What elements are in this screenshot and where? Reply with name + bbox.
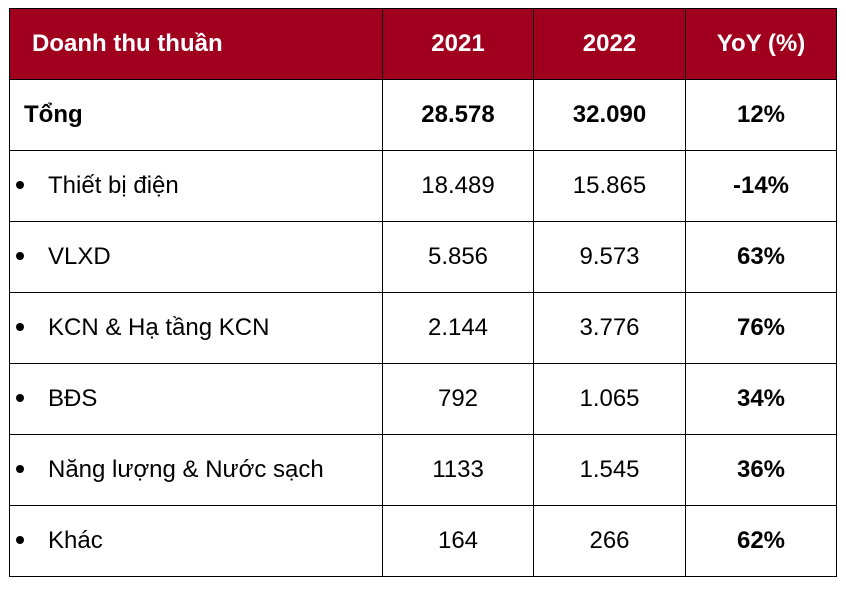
header-yoy: YoY (%) [685,8,837,80]
row-2021: 18.489 [382,150,534,222]
bullet-icon [16,322,24,331]
row-2021: 164 [382,505,534,577]
bullet-icon [16,251,24,260]
row-2021: 2.144 [382,292,534,364]
table-row: BĐS 792 1.065 34% [9,363,837,435]
bullet-icon [16,464,24,473]
row-label: Năng lượng & Nước sạch [48,456,324,483]
total-yoy: 12% [685,79,837,151]
row-label: VLXD [48,243,111,270]
bullet-icon [16,393,24,402]
row-label: KCN & Hạ tầng KCN [48,314,270,341]
header-label: Doanh thu thuần [9,8,383,80]
row-label: Khác [48,527,103,554]
table-row: KCN & Hạ tầng KCN 2.144 3.776 76% [9,292,837,364]
table-row: VLXD 5.856 9.573 63% [9,221,837,293]
row-2022: 1.545 [533,434,686,506]
row-yoy: 34% [685,363,837,435]
total-2022: 32.090 [533,79,686,151]
table-row: Thiết bị điện 18.489 15.865 -14% [9,150,837,222]
row-2022: 266 [533,505,686,577]
total-label: Tổng [9,79,383,151]
header-2021: 2021 [382,8,534,80]
row-yoy: 62% [685,505,837,577]
header-row: Doanh thu thuần 2021 2022 YoY (%) [9,8,837,80]
bullet-icon [16,535,24,544]
total-row: Tổng 28.578 32.090 12% [9,79,837,151]
row-yoy: 36% [685,434,837,506]
table-row: Khác 164 266 62% [9,505,837,577]
bullet-icon [16,180,24,189]
total-2021: 28.578 [382,79,534,151]
row-yoy: 63% [685,221,837,293]
row-2021: 5.856 [382,221,534,293]
row-2022: 1.065 [533,363,686,435]
row-label: BĐS [48,385,98,412]
header-2022: 2022 [533,8,686,80]
table-row: Năng lượng & Nước sạch 1133 1.545 36% [9,434,837,506]
row-label: Thiết bị điện [48,172,179,199]
row-2022: 15.865 [533,150,686,222]
revenue-table: Doanh thu thuần 2021 2022 YoY (%) Tổng 2… [9,8,837,577]
row-2021: 792 [382,363,534,435]
row-2022: 9.573 [533,221,686,293]
row-2021: 1133 [382,434,534,506]
row-yoy: -14% [685,150,837,222]
row-yoy: 76% [685,292,837,364]
row-2022: 3.776 [533,292,686,364]
